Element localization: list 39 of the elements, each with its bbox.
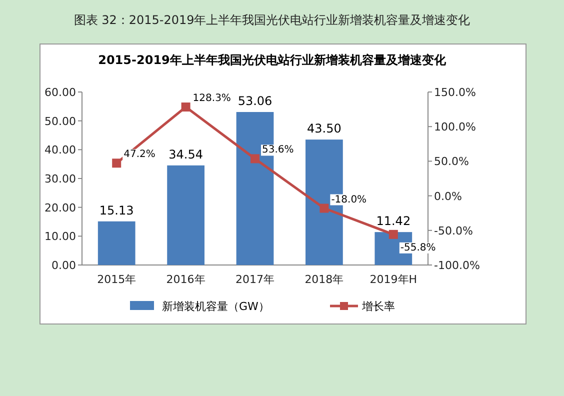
x-tick-label: 2018年 [304, 273, 344, 286]
y-tick-label: 0.00 [52, 259, 76, 272]
point [388, 230, 398, 239]
y-tick-label: 30.00 [44, 172, 76, 186]
data-label: 53.06 [238, 94, 272, 108]
data-label: 53.6% [262, 144, 294, 156]
data-label: 128.3% [192, 93, 231, 104]
point [320, 204, 329, 213]
chart-subtitle: 2015-2019年上半年我国光伏电站行业新增装机容量及增速变化 [98, 53, 447, 67]
y2-tick-label: -50.0% [434, 224, 473, 238]
data-label: 15.13 [99, 203, 134, 218]
data-label: 34.54 [168, 147, 203, 162]
legend-label: 新增装机容量（GW） [162, 300, 270, 313]
y-tick-label: 40.00 [44, 144, 76, 157]
point [250, 154, 260, 164]
data-label: -55.8% [400, 242, 436, 254]
y2-tick-label: 50.0% [434, 155, 469, 168]
y2-tick-label: 150.0% [434, 86, 476, 99]
bar [98, 221, 136, 265]
x-tick-label: 2017年 [236, 273, 274, 286]
data-label: 47.2% [124, 149, 156, 160]
legend-label: 增长率 [361, 300, 395, 313]
data-label: 43.50 [307, 122, 342, 136]
x-tick-label: 2019年H [370, 273, 418, 286]
y-tick-label: 50.00 [44, 114, 76, 128]
y-tick-label: 20.00 [44, 201, 76, 214]
chart-title: 图表 32：2015-2019年上半年我国光伏电站行业新增装机容量及增速变化 [74, 13, 470, 27]
y2-tick-label: 0.0% [434, 190, 462, 203]
y2-tick-label: -100.0% [434, 259, 480, 272]
x-tick-label: 2016年 [166, 273, 206, 286]
point [112, 158, 122, 168]
point [181, 102, 190, 112]
bar [167, 165, 204, 265]
data-label: -18.0% [331, 194, 367, 206]
y-tick-label: 10.00 [44, 230, 76, 244]
y-tick-label: 60.00 [44, 86, 76, 99]
data-label: 11.42 [376, 214, 411, 228]
y2-tick-label: 100.0% [434, 120, 476, 134]
x-tick-label: 2015年 [97, 273, 136, 286]
